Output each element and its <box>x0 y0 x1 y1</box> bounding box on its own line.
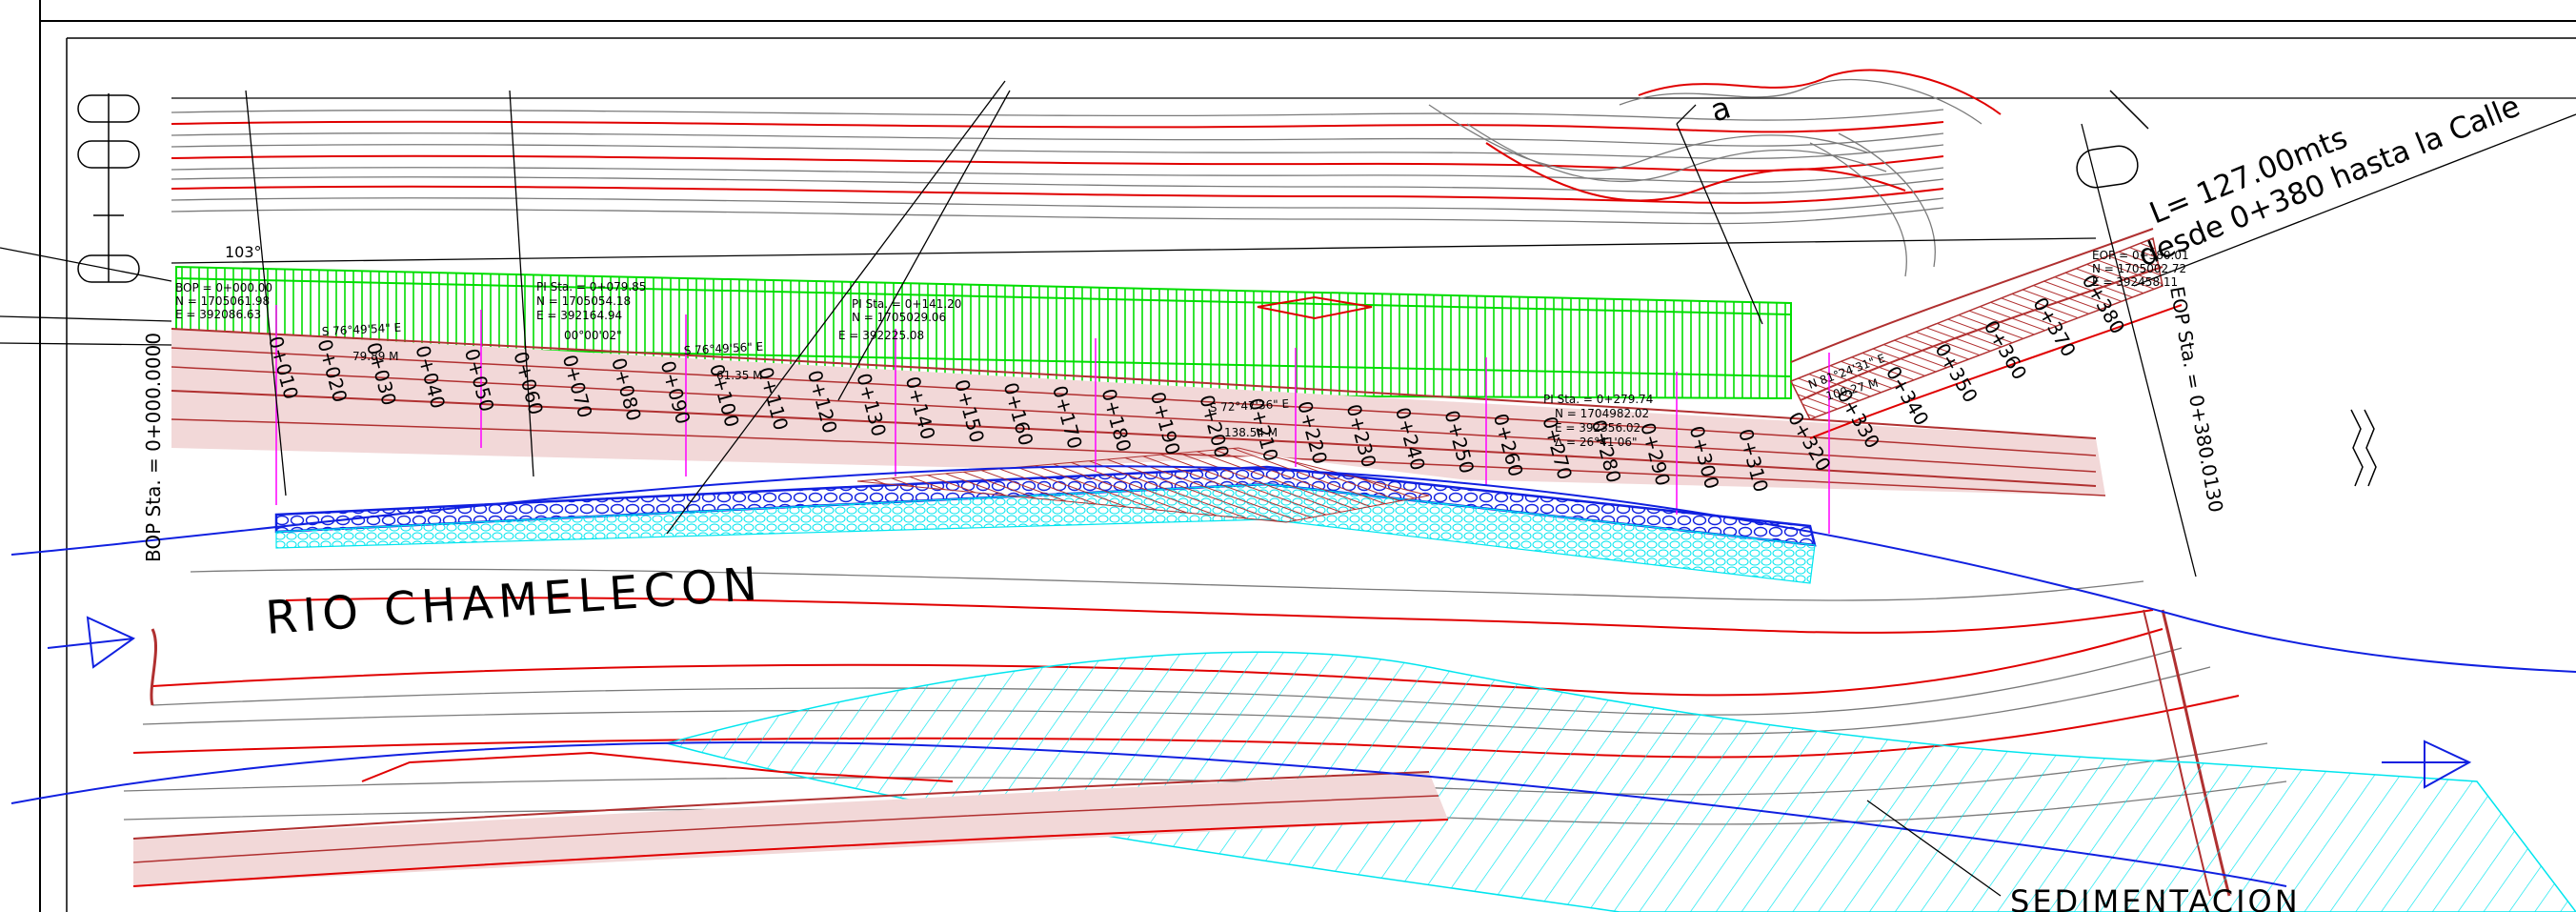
north-arrow-icon <box>2350 409 2377 487</box>
pi-label: E = 392225.08 <box>838 329 924 342</box>
river-name: RIO CHAMELECON <box>264 557 765 645</box>
bop-box-line: BOP = 0+000.00 <box>175 281 272 294</box>
bop-box-line: E = 392086.63 <box>175 308 261 321</box>
eop-box-line: N = 1705002.72 <box>2092 262 2186 275</box>
alignment-lines <box>0 80 2576 897</box>
pi-label: N = 1705029.06 <box>852 311 946 324</box>
partial-label: a <box>1706 89 1735 129</box>
angle-label: 103° <box>225 243 262 261</box>
river-lines <box>10 465 2576 887</box>
eop-box-line: EOP = 0+380.01 <box>2092 249 2189 262</box>
eop-box-line: E = 392458.11 <box>2092 275 2178 289</box>
bank-section-band <box>171 228 2183 497</box>
distance-label: 138.54 M <box>1224 426 1278 439</box>
bearing-label: S 76°49'54" E <box>321 321 401 338</box>
flow-arrow-icon <box>2382 740 2472 789</box>
bop-station: BOP Sta. = 0+000.0000 <box>142 333 165 562</box>
riprap-band <box>274 447 1817 584</box>
distance-label: 79.89 M <box>352 350 399 363</box>
pi-label: PI Sta. = 0+279.74 <box>1543 393 1653 406</box>
pi-label: Δ = 26°41'06" <box>1555 436 1638 449</box>
distance-label: 61.35 M <box>716 369 763 382</box>
sediment-area <box>664 651 2576 912</box>
eop-station: EOP Sta. = 0+380.0130 <box>2165 285 2227 515</box>
left-symbols <box>77 90 2149 283</box>
bop-box-line: N = 1705061.98 <box>175 294 270 308</box>
flow-arrow-icon <box>47 616 135 669</box>
pi-label: PI Sta. = 0+079.85 <box>536 280 646 294</box>
symbol-capsule-4 <box>2076 145 2139 189</box>
pi-label: E = 392164.94 <box>536 309 622 322</box>
bearing-label: S 76°49'56" E <box>683 340 763 357</box>
pi-label: PI Sta. = 0+141.20 <box>852 297 961 311</box>
pi-label: E = 392356.02 <box>1555 421 1640 435</box>
contours-upper <box>171 69 2002 277</box>
sediment-label: SEDIMENTACION <box>2010 883 2301 912</box>
pi-label: N = 1705054.18 <box>536 294 631 308</box>
deflection-label: 00°00'02" <box>564 329 622 342</box>
bearing-label: S 72°47'36" E <box>1209 397 1289 415</box>
sheet-frame <box>39 0 2576 912</box>
lower-bank-band <box>132 751 1449 887</box>
pi-label: N = 1704982.02 <box>1555 407 1649 420</box>
